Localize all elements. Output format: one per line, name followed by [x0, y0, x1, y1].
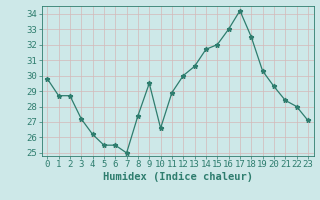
- X-axis label: Humidex (Indice chaleur): Humidex (Indice chaleur): [103, 172, 252, 182]
